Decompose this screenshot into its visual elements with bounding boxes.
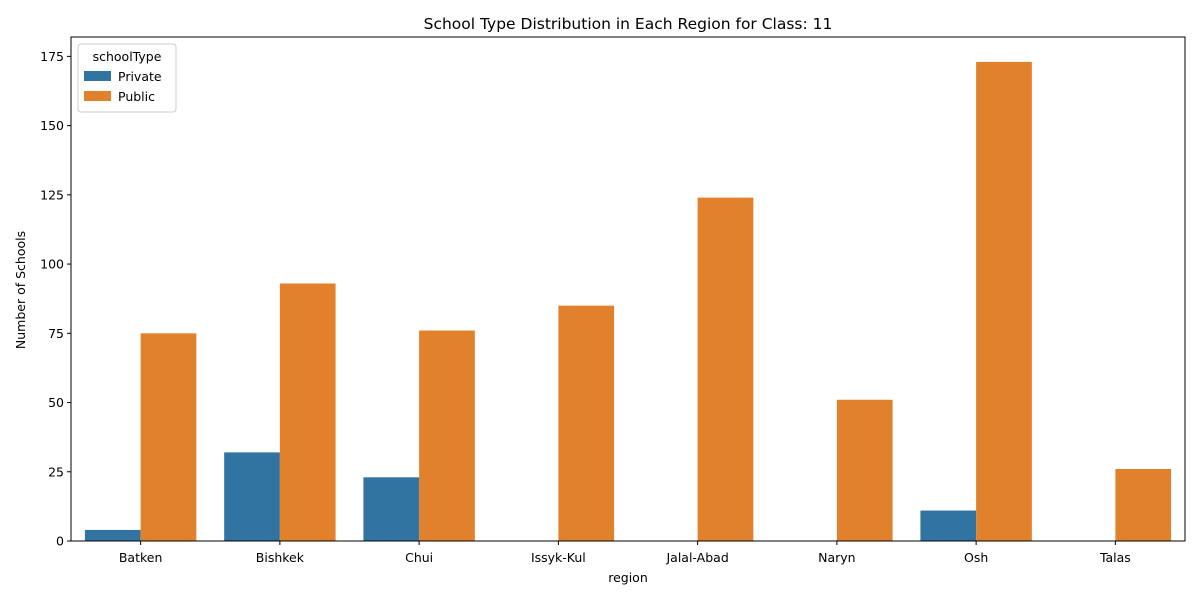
plot-frame	[70, 36, 1186, 542]
y-tick-label: 0	[56, 534, 64, 549]
bar-public-jalal-abad	[697, 197, 754, 541]
y-tick-label: 125	[40, 187, 64, 202]
x-tick-label: Talas	[1099, 550, 1131, 565]
bar-private-batken	[84, 529, 141, 541]
bar-public-naryn	[836, 399, 893, 541]
legend-label-public: Public	[118, 89, 155, 104]
bar-public-bishkek	[279, 283, 336, 541]
bar-public-osh	[976, 61, 1032, 542]
y-tick-label: 175	[40, 49, 64, 64]
bar-public-issyk-kul	[558, 305, 615, 541]
x-tick-label: Bishkek	[256, 550, 305, 565]
x-tick-label: Naryn	[818, 550, 855, 565]
x-axis-label: region	[608, 570, 648, 585]
x-tick-label: Jalal-Abad	[665, 550, 728, 565]
bar-private-chui	[363, 477, 420, 541]
legend-title: schoolType	[93, 49, 162, 64]
bar-public-chui	[419, 330, 475, 541]
legend: schoolType Private Public	[77, 43, 177, 113]
x-tick-label: Chui	[405, 550, 433, 565]
x-tick-label: Issyk-Kul	[531, 550, 586, 565]
bar-private-osh	[920, 510, 977, 541]
legend-swatch-public	[84, 91, 111, 101]
y-tick-label: 50	[48, 395, 64, 410]
bar-public-batken	[140, 333, 197, 541]
plot-area	[84, 61, 1172, 542]
y-tick-label: 100	[40, 257, 64, 272]
legend-label-private: Private	[118, 69, 162, 84]
axes: 0 25 50 75 100 125 150 175 Batken Bishkek Chui Issy…	[40, 36, 1186, 565]
x-tick-label: Osh	[964, 550, 988, 565]
legend-swatch-private	[84, 71, 111, 81]
bar-public-talas	[1115, 469, 1172, 541]
chart-title: School Type Distribution in Each Region …	[424, 15, 833, 33]
y-tick-label: 150	[40, 118, 64, 133]
y-tick-label: 25	[48, 464, 64, 479]
bar-private-bishkek	[224, 452, 280, 541]
y-axis-label: Number of Schools	[13, 231, 28, 349]
x-tick-label: Batken	[119, 550, 163, 565]
y-tick-label: 75	[48, 326, 64, 341]
